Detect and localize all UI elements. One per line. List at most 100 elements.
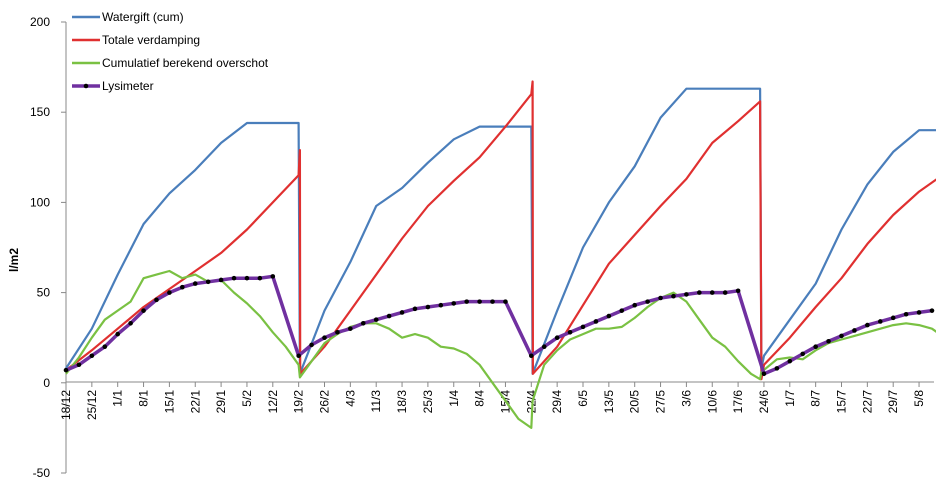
lysimeter-point xyxy=(63,367,69,373)
series-line-0 xyxy=(65,87,936,375)
lysimeter-point xyxy=(529,353,534,359)
x-tick-label: 11/3 xyxy=(369,390,383,413)
lysimeter-point xyxy=(916,310,922,315)
legend: Watergift (cum) Totale verdamping Cumulati… xyxy=(72,10,269,93)
x-tick-label: 19/2 xyxy=(292,390,306,414)
lysimeter-point xyxy=(839,333,844,339)
y-tick-label: 0 xyxy=(43,376,50,390)
series-line-1 xyxy=(65,80,936,381)
x-tick-label: 22/1 xyxy=(188,390,202,414)
lysimeter-point xyxy=(826,339,831,344)
lysimeter-point xyxy=(813,344,818,350)
x-tick-label: 22/7 xyxy=(860,390,874,414)
x-tick-label: 8/1 xyxy=(137,390,151,407)
x-tick-label: 10/6 xyxy=(705,390,719,414)
lysimeter-point xyxy=(490,299,495,304)
lysimeter-point xyxy=(593,319,599,324)
x-tick-label: 17/6 xyxy=(731,390,745,414)
y-tick-label: -50 xyxy=(33,466,51,480)
lysimeter-point xyxy=(852,328,857,333)
x-tick-label: 1/4 xyxy=(447,390,461,407)
lysimeter-point xyxy=(386,313,392,319)
lysimeter-point xyxy=(141,308,146,313)
x-tick-label: 8/4 xyxy=(473,390,487,407)
legend-label: Totale verdamping xyxy=(102,33,200,47)
lysimeter-point xyxy=(554,335,560,341)
x-tick-label: 15/1 xyxy=(162,390,176,414)
lysimeter-point xyxy=(309,342,314,348)
lysimeter-point xyxy=(929,308,935,313)
lysimeter-point xyxy=(800,351,806,357)
lysimeter-point xyxy=(180,284,185,290)
x-tick-label: 26/2 xyxy=(318,390,332,414)
x-tick-label: 8/7 xyxy=(809,390,823,407)
x-tick-label: 18/3 xyxy=(395,390,409,414)
lysimeter-point xyxy=(722,290,728,295)
x-tick-label: 25/12 xyxy=(85,390,99,420)
y-tick-label: 150 xyxy=(30,105,50,119)
lysimeter-point xyxy=(645,299,650,304)
lysimeter-point xyxy=(632,302,637,308)
x-tick-label: 27/5 xyxy=(654,390,668,414)
x-tick-label: 6/5 xyxy=(576,390,590,407)
y-tick-label: 50 xyxy=(37,286,51,300)
lysimeter-point xyxy=(567,329,573,335)
x-tick-label: 29/4 xyxy=(550,390,564,414)
y-axis-label: l/m2 xyxy=(7,248,21,272)
lysimeter-point xyxy=(115,331,120,337)
x-tick-label: 25/3 xyxy=(421,390,435,414)
lysimeter-point xyxy=(218,277,224,283)
x-tick-label: 3/6 xyxy=(679,390,693,407)
x-tick-label: 18/12 xyxy=(59,390,73,420)
lysimeter-point xyxy=(658,295,663,301)
lysimeter-point xyxy=(192,281,198,286)
lysimeter-point xyxy=(102,344,108,350)
lysimeter-point xyxy=(541,344,547,350)
lysimeter-point xyxy=(761,371,767,377)
lysimeter-point xyxy=(606,313,612,319)
lysimeter-point xyxy=(425,304,431,310)
lysimeter-point xyxy=(270,274,276,279)
lysimeter-point xyxy=(360,320,366,326)
lysimeter-point xyxy=(335,329,340,335)
lysimeter-point xyxy=(477,299,482,304)
lysimeter-point xyxy=(167,290,172,295)
lysimeter-point xyxy=(787,358,793,364)
lysimeter-point xyxy=(322,335,327,341)
y-tick-label: 200 xyxy=(30,15,50,29)
lysimeter-point xyxy=(464,299,469,304)
lysimeter-point xyxy=(903,311,909,317)
lysimeter-point xyxy=(503,299,508,304)
x-tick-label: 29/7 xyxy=(886,390,900,414)
lysimeter-point xyxy=(348,326,353,331)
lysimeter-point xyxy=(89,353,95,359)
x-tick-label: 12/2 xyxy=(266,390,280,414)
lysimeter-point xyxy=(373,317,379,322)
y-tick-label: 100 xyxy=(30,195,50,209)
x-tick-label: 1/7 xyxy=(783,390,797,407)
lysimeter-point xyxy=(154,297,159,303)
lysimeter-point xyxy=(865,322,870,328)
lysimeter-point xyxy=(619,308,625,313)
lysimeter-point xyxy=(451,301,457,306)
lysimeter-point xyxy=(877,319,883,324)
x-tick-label: 15/7 xyxy=(835,390,849,414)
lysimeter-point xyxy=(399,310,405,315)
lysimeter-point xyxy=(257,275,263,281)
lysimeter-point xyxy=(671,293,676,299)
x-tick-label: 4/3 xyxy=(343,390,357,407)
lysimeter-point xyxy=(890,315,896,321)
lysimeter-point xyxy=(231,275,237,281)
lysimeter-point xyxy=(244,275,250,281)
lysimeter-point xyxy=(438,302,444,308)
lysimeter-point xyxy=(684,292,689,297)
legend-label: Watergift (cum) xyxy=(102,10,184,24)
x-tick-label: 5/2 xyxy=(240,390,254,407)
lysimeter-point xyxy=(76,362,82,368)
lysimeter-point xyxy=(774,366,780,371)
x-tick-label: 24/6 xyxy=(757,390,771,414)
x-tick-label: 20/5 xyxy=(628,390,642,414)
legend-label: Cumulatief berekend overschot xyxy=(102,56,269,70)
x-tick-label: 13/5 xyxy=(602,390,616,414)
